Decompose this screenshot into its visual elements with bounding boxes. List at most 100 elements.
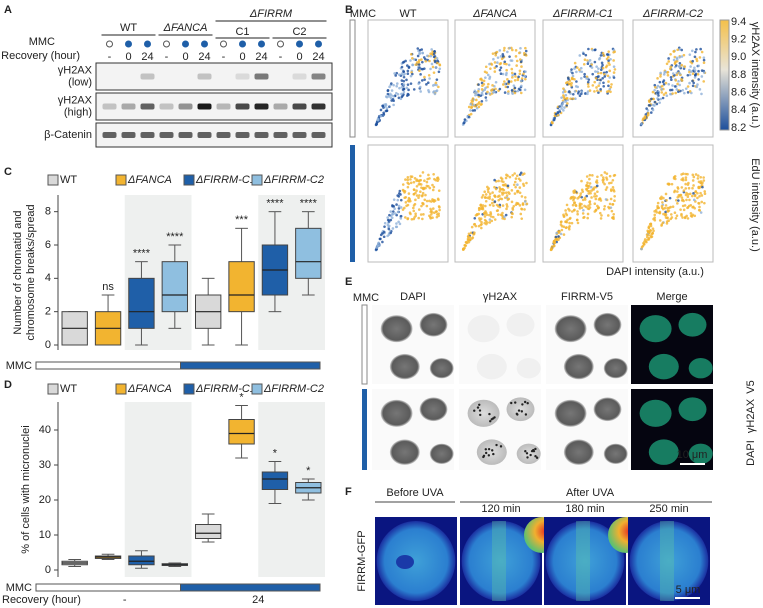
scatter-dot: [700, 50, 704, 54]
scatter-dot: [645, 235, 649, 239]
scatter-dot: [400, 95, 404, 99]
focus: [499, 445, 503, 448]
scatter-dot: [697, 208, 701, 212]
scatter-dot: [601, 63, 604, 67]
scatter-dot: [684, 176, 688, 179]
scatter-dot: [488, 218, 492, 221]
scatter-dot: [597, 84, 600, 88]
scatter-dot: [417, 196, 420, 199]
scatter-dot: [568, 82, 571, 85]
scatter-dot: [485, 99, 488, 102]
scatter-dot: [418, 194, 421, 197]
scatter-dot: [420, 48, 424, 51]
scatter-dot: [418, 52, 421, 56]
focus: [478, 403, 481, 406]
scatter-dot: [586, 62, 590, 66]
scatter-dot: [419, 213, 423, 216]
x-axis-label: DAPI intensity (a.u.): [606, 266, 704, 278]
scatter-dot: [568, 90, 571, 94]
scatter-dot: [640, 245, 644, 249]
column-label: FIRRM-V5: [561, 291, 613, 303]
after-label: After UVA: [566, 487, 615, 499]
scatter-dot: [414, 191, 417, 195]
scatter-dot: [467, 115, 471, 119]
scatter-dot: [411, 72, 414, 76]
scatter-dot: [524, 77, 527, 81]
scatter-dot: [600, 214, 603, 217]
scatter-dot: [492, 91, 495, 94]
scatter-dot: [581, 198, 585, 202]
scatter-dot: [570, 81, 573, 85]
scatter-dot: [432, 173, 435, 176]
scatter-dot: [586, 80, 590, 84]
scatter-dot: [493, 185, 496, 189]
scatter-dot: [488, 203, 492, 207]
scatter-dot: [479, 77, 482, 81]
scatter-dot: [588, 177, 591, 181]
scatter-dot: [493, 66, 497, 70]
scatter-dot: [484, 204, 487, 208]
scatter-dot: [491, 52, 495, 55]
scatter-dot: [580, 70, 584, 74]
scatter-dot: [680, 186, 684, 189]
scatter-dot: [425, 83, 428, 86]
scatter-dot: [565, 213, 569, 217]
scatter-dot: [593, 48, 597, 52]
scatter-dot: [559, 232, 563, 236]
scatter-dot: [403, 196, 407, 200]
scatter-dot: [419, 183, 423, 186]
band: [311, 103, 326, 110]
scatter-dot: [685, 191, 688, 195]
mmc-label: MMC: [353, 292, 379, 304]
focus: [535, 456, 539, 459]
scatter-dot: [602, 72, 606, 76]
scatter-dot: [511, 208, 515, 211]
scatter-dot: [501, 211, 504, 215]
scatter-dot: [502, 188, 506, 192]
scatter-dot: [697, 78, 700, 81]
scatter-dot: [573, 67, 576, 70]
scatter-dot: [419, 90, 422, 93]
scatter-dot: [390, 94, 393, 97]
scatter-dot: [392, 94, 395, 98]
scatter-dot: [696, 83, 699, 86]
group-label: C1: [235, 26, 249, 38]
scatter-dot: [397, 73, 401, 76]
scatter-dot: [518, 69, 522, 73]
scatter-dot: [590, 185, 593, 189]
panel-letter: C: [4, 166, 12, 178]
focus: [476, 406, 480, 409]
scatter-dot: [661, 201, 664, 204]
scatter-dot: [504, 85, 508, 89]
scatter-dot: [686, 73, 690, 77]
scatter-dot: [425, 54, 429, 58]
scatter-dot: [560, 220, 563, 223]
scatter-dot: [671, 205, 675, 209]
scatter-dot: [518, 204, 522, 207]
scatter-dot: [599, 217, 603, 220]
scatter-dot: [560, 104, 564, 108]
scatter-dot: [386, 92, 390, 96]
scatter-dot: [686, 91, 690, 94]
scatter-dot: [612, 76, 616, 79]
scatter-dot: [651, 231, 654, 235]
blot: [95, 62, 333, 91]
scatter-dot: [693, 193, 697, 197]
scatter-dot: [550, 121, 554, 124]
scatter-dot: [438, 67, 442, 71]
scatter-dot: [698, 56, 702, 59]
scatter-dot: [587, 192, 591, 195]
scatter-dot: [507, 191, 510, 194]
mmc-dot: [144, 40, 151, 48]
scatter-dot: [689, 212, 693, 215]
mmc-bar: [349, 19, 356, 138]
scatter-dot: [481, 84, 484, 88]
scatter-dot: [645, 233, 649, 236]
scatter-dot: [678, 72, 682, 75]
scatter-dot: [499, 72, 503, 75]
scatter-dot: [507, 63, 511, 67]
scatter-dot: [692, 192, 695, 195]
scatter-dot: [503, 196, 507, 199]
scatter-dot: [520, 77, 524, 80]
